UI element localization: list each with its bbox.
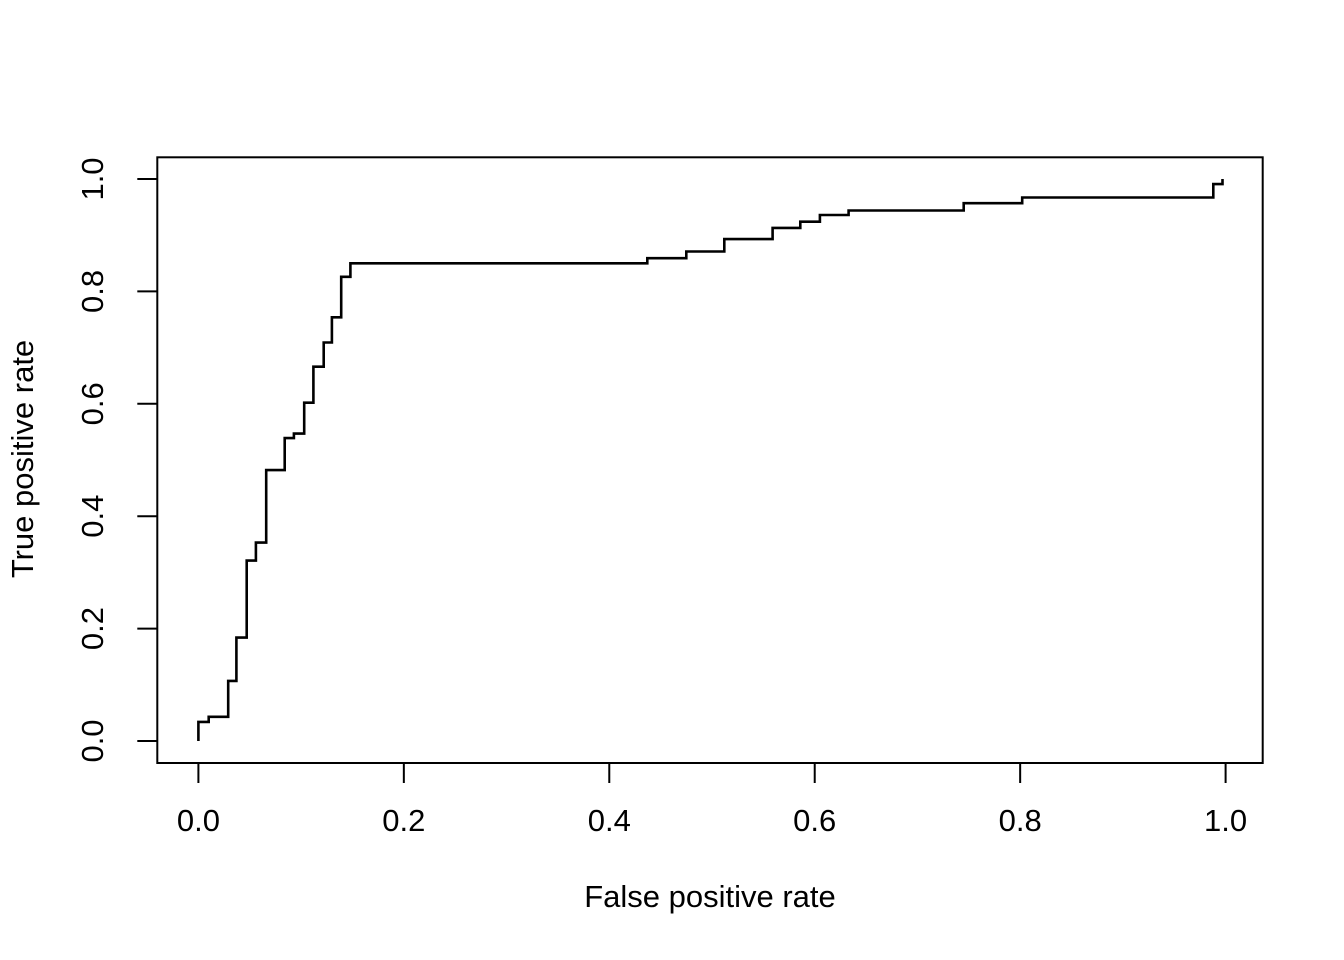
x-tick-label: 0.0 bbox=[177, 803, 220, 838]
x-tick-label: 0.8 bbox=[999, 803, 1042, 838]
x-axis-title: False positive rate bbox=[584, 879, 836, 914]
x-tick-label: 0.2 bbox=[382, 803, 425, 838]
y-tick-label: 0.4 bbox=[75, 495, 110, 538]
y-tick-label: 0.2 bbox=[75, 607, 110, 650]
y-axis-title: True positive rate bbox=[5, 339, 40, 579]
y-tick-label: 0.8 bbox=[75, 270, 110, 313]
roc-curve bbox=[197, 179, 1224, 741]
plot-box bbox=[156, 156, 1264, 765]
x-tick-label: 1.0 bbox=[1204, 803, 1247, 838]
x-tick-label: 0.6 bbox=[793, 803, 836, 838]
y-tick-label: 0.0 bbox=[75, 719, 110, 762]
x-tick-label: 0.4 bbox=[588, 803, 631, 838]
y-tick-label: 0.6 bbox=[75, 382, 110, 425]
y-tick-label: 1.0 bbox=[75, 157, 110, 200]
